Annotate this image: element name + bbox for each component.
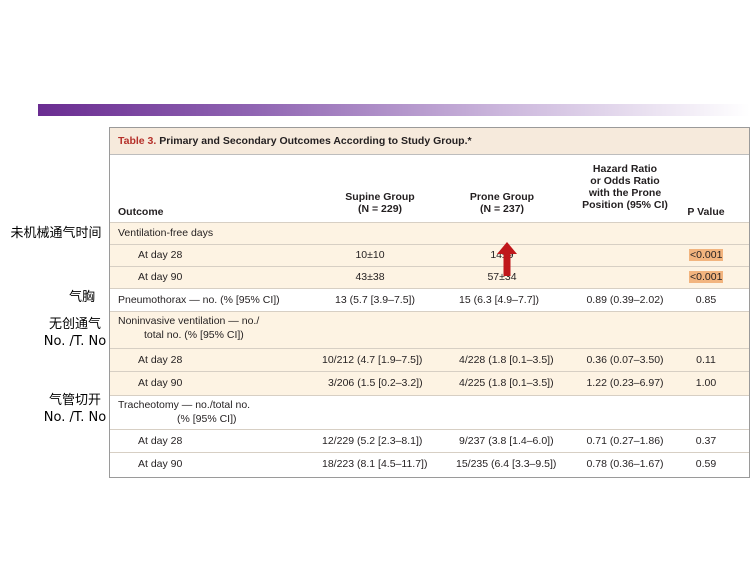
pvalue-highlight: <0.001 (689, 271, 724, 283)
row-outcome: Noninvasive ventilation — no./ (118, 315, 260, 327)
annotation-noninvasive-ratio: No. /T. No (43, 334, 107, 349)
header-prone-name: Prone Group (469, 191, 535, 203)
annotation-tracheotomy: 气管切开 No. /T. No (40, 392, 110, 426)
table-row: At day 28 12/229 (5.2 [2.3–8.1]) 9/237 (… (110, 429, 749, 452)
row-prone: 15 (6.3 [4.9–7.7]) (459, 294, 539, 306)
header-prone-n: (N = 237) (479, 203, 525, 215)
header-hr-line3: with the Prone (588, 187, 662, 199)
row-supine: 12/229 (5.2 [2.3–8.1]) (322, 435, 423, 447)
row-prone: 4/225 (1.8 [0.1–3.5]) (459, 377, 554, 389)
table-row: At day 90 3/206 (1.5 [0.2–3.2]) 4/225 (1… (110, 371, 749, 395)
row-supine: 3/206 (1.5 [0.2–3.2]) (328, 377, 423, 389)
row-prone: 9/237 (3.8 [1.4–6.0]) (459, 435, 554, 447)
table-row: Noninvasive ventilation — no./ total no.… (110, 311, 749, 348)
header-hr-line1: Hazard Ratio (592, 163, 658, 175)
row-outcome: At day 28 (138, 354, 183, 366)
table-row: Pneumothorax — no. (% [95% CI]) 13 (5.7 … (110, 288, 749, 311)
row-supine: 13 (5.7 [3.9–7.5]) (335, 294, 415, 306)
header-supine: Supine Group (N = 229) (320, 191, 440, 215)
annotation-ventilation-free: 未机械通气时间 (10, 226, 102, 241)
row-hazard-ratio: 0.78 (0.36–1.67) (586, 458, 664, 470)
row-hazard-ratio: 1.22 (0.23–6.97) (586, 377, 664, 389)
annotation-noninvasive-label: 无创通气 (48, 317, 101, 332)
row-outcome: At day 90 (138, 377, 183, 389)
accent-bar (38, 104, 750, 116)
row-prone: 15/235 (6.4 [3.3–9.5]) (456, 458, 557, 470)
table-row: At day 90 18/223 (8.1 [4.5–11.7]) 15/235… (110, 452, 749, 477)
row-outcome-continued: total no. (% [95% CI]) (144, 329, 244, 341)
header-hazard-ratio: Hazard Ratio or Odds Ratio with the Pron… (570, 163, 680, 211)
header-pvalue: P Value (687, 206, 725, 218)
table-number: Table 3. (118, 135, 157, 147)
row-outcome: At day 28 (138, 435, 183, 447)
row-outcome: At day 28 (138, 249, 183, 261)
annotation-pneumothorax: 气胸 (68, 290, 95, 305)
row-pvalue: <0.001 (689, 249, 724, 262)
table-row: At day 28 10/212 (4.7 [1.9–7.5]) 4/228 (… (110, 348, 749, 371)
row-outcome: Tracheotomy — no./total no. (118, 399, 251, 411)
outcomes-table: Table 3. Primary and Secondary Outcomes … (109, 127, 750, 478)
row-outcome: Ventilation-free days (118, 227, 214, 239)
header-outcome: Outcome (118, 206, 164, 218)
table-row: At day 28 10±10 14±9 <0.001 (110, 244, 749, 266)
annotation-tracheotomy-label: 气管切开 (48, 393, 101, 408)
annotation-noninvasive: 无创通气 No. /T. No (40, 316, 110, 350)
row-outcome-continued: (% [95% CI]) (177, 413, 237, 425)
row-hazard-ratio: 0.36 (0.07–3.50) (586, 354, 664, 366)
row-hazard-ratio: 0.89 (0.39–2.02) (586, 294, 664, 306)
row-pvalue: 1.00 (695, 377, 717, 389)
table-title-text: Primary and Secondary Outcomes According… (156, 135, 472, 147)
table-title: Table 3. Primary and Secondary Outcomes … (110, 128, 749, 155)
row-outcome: At day 90 (138, 271, 183, 283)
table-row: Tracheotomy — no./total no. (% [95% CI]) (110, 395, 749, 429)
annotation-tracheotomy-ratio: No. /T. No (43, 410, 107, 425)
row-supine: 18/223 (8.1 [4.5–11.7]) (322, 458, 428, 470)
header-prone: Prone Group (N = 237) (442, 191, 562, 215)
row-pvalue: 0.85 (695, 294, 717, 306)
row-outcome: At day 90 (138, 458, 183, 470)
row-pvalue: 0.37 (695, 435, 717, 447)
header-supine-n: (N = 229) (357, 203, 403, 215)
row-supine: 10/212 (4.7 [1.9–7.5]) (322, 354, 423, 366)
up-arrow-icon (497, 242, 517, 276)
table-row: Ventilation-free days (110, 222, 749, 244)
row-prone: 4/228 (1.8 [0.1–3.5]) (459, 354, 554, 366)
pvalue-highlight: <0.001 (689, 249, 724, 261)
row-outcome: Pneumothorax — no. (% [95% CI]) (118, 294, 280, 306)
row-pvalue: 0.59 (695, 458, 717, 470)
header-hr-line4: Position (95% CI) (582, 199, 668, 211)
table-row: At day 90 43±38 57±34 <0.001 (110, 266, 749, 288)
row-pvalue: <0.001 (689, 271, 724, 284)
header-supine-name: Supine Group (345, 191, 415, 203)
row-pvalue: 0.11 (696, 354, 716, 366)
row-supine: 10±10 (355, 249, 385, 261)
row-hazard-ratio: 0.71 (0.27–1.86) (586, 435, 664, 447)
header-hr-line2: or Odds Ratio (590, 175, 660, 187)
row-supine: 43±38 (355, 271, 385, 283)
